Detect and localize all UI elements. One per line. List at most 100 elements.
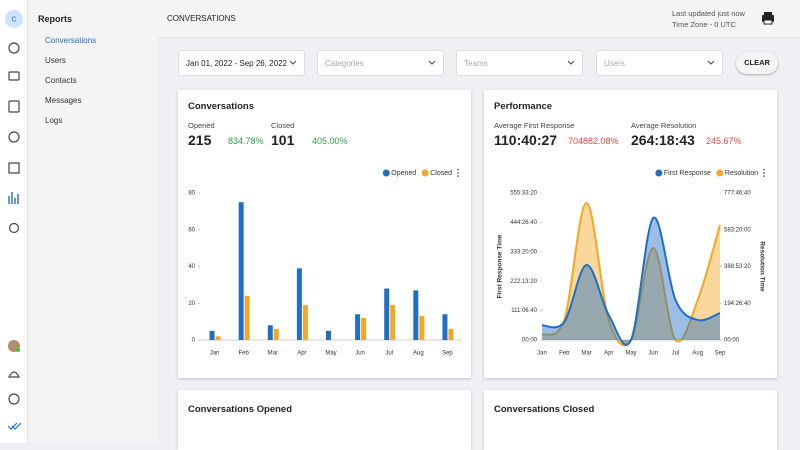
teams-filter[interactable]: Teams [456,50,583,76]
sidebar-title: Reports [38,14,73,24]
x-tick-label: Jul [672,351,680,357]
timezone: Time Zone - 0 UTC [672,20,736,29]
y-tick-label: 222:13:20 [510,279,537,285]
nav-item[interactable]: Conversations [45,36,97,45]
bar [448,328,454,340]
y-tick-label: 20 [188,301,195,307]
legend-label: Closed [430,170,452,177]
bar [384,288,390,340]
y2-tick-label: 777:46:40 [724,191,751,197]
legend-label: First Response [664,170,711,177]
closed-card: Conversations Closed [484,390,777,450]
placeholder: Teams [464,59,488,68]
icon-rail: C [0,0,28,443]
date-filter[interactable]: Jan 01, 2022 - Sep 26, 2022 [178,50,305,76]
y2-tick-label: 388:53:20 [724,264,751,270]
bar [267,325,273,340]
card-title: Conversations Closed [494,404,595,415]
legend-label: Resolution [725,170,758,177]
placeholder: Categories [325,59,364,68]
metric-change: 834.78% [228,136,264,146]
bar [209,330,215,340]
clear-button[interactable]: CLEAR [736,52,778,74]
nav-item[interactable]: Contacts [45,76,77,85]
y-tick-label: 111:06:40 [511,308,537,314]
users-filter[interactable]: Users [596,50,723,76]
x-tick-label: May [325,351,336,357]
performance-card: Performance Average First Response 110:4… [484,90,777,378]
bar [302,305,308,340]
avatar-bg [5,10,23,28]
card-title: Performance [494,101,553,112]
nav-item[interactable]: Users [45,56,66,65]
y2-axis-title: Resolution Time [758,241,765,292]
bar [326,330,331,340]
bar [296,268,302,340]
rail-icons: C [5,10,23,430]
area [542,202,720,346]
print-button[interactable] [761,11,775,25]
legend-label: Opened [391,170,416,177]
bar [355,314,361,340]
metric-label: Average Resolution [631,121,697,130]
y2-tick-label: 00:00 [724,338,740,344]
area [542,217,720,345]
chart: Closed Opened ⋮ 0 20 40 60 80 Jan Feb Mar Apr May Jun… [188,167,462,357]
card-title: Conversations [188,101,254,112]
header: CONVERSATIONS Last updated just now Time… [158,0,800,38]
placeholder: Users [604,59,625,68]
metric-change: 245.67% [706,136,742,146]
bar [390,305,396,340]
bar [215,336,221,340]
x-tick-label: Jun [355,351,365,357]
metric-label: Closed [271,121,295,130]
x-tick-label: Apr [297,351,306,357]
nav-item[interactable]: Messages [45,96,82,105]
opened-card: Conversations Opened [178,390,471,450]
bar [244,295,250,340]
updated: Last updated just now [672,9,745,18]
metric-value: 101 [271,132,295,148]
x-tick-label: Feb [559,351,570,357]
x-tick-label: Mar [581,351,591,357]
x-tick-label: Mar [268,351,278,357]
legend-swatch [382,169,390,177]
menu-dots: ⋮ [760,167,769,177]
nav-item[interactable]: Logs [45,116,63,125]
y-tick-label: 0 [192,338,196,344]
metric-change: 405.00% [312,136,348,146]
x-tick-label: Aug [692,351,703,357]
card-title: Conversations Opened [188,404,292,415]
metric-value: 264:18:43 [631,132,695,148]
categories-filter[interactable]: Categories [317,50,444,76]
x-tick-label: Feb [238,351,249,357]
line [541,216,721,346]
chart: Resolution First Response ⋮ 00:00 111:06:40 2… [497,167,769,357]
x-tick-label: Jan [537,351,547,357]
x-tick-label: Jun [648,351,658,357]
y2-tick-label: 194:26:40 [724,301,751,307]
metric-value: 215 [188,132,212,148]
x-tick-label: Jan [210,351,220,357]
bar [361,317,367,340]
metric-label: Average First Response [494,121,575,130]
y-tick-label: 444:26:40 [510,220,537,226]
x-tick-label: Jul [385,351,393,357]
bar [442,314,448,340]
bar [238,202,244,340]
conversations-card: Conversations Opened 215 834.78% Closed … [178,90,471,378]
bar [273,328,279,340]
y-tick-label: 00:00 [522,338,538,344]
x-tick-label: Sep [442,351,453,357]
y-tick-label: 333:20:00 [510,249,537,255]
avatar-letter: C [11,16,16,23]
x-tick-label: May [625,351,636,357]
bar [419,316,425,340]
x-tick-label: Sep [715,351,726,357]
y-axis-title: First Response Time [497,234,504,298]
x-tick-label: Aug [413,351,424,357]
y-tick-label: 60 [188,227,195,233]
metric-label: Opened [188,121,215,130]
date-range: Jan 01, 2022 - Sep 26, 2022 [186,59,287,68]
